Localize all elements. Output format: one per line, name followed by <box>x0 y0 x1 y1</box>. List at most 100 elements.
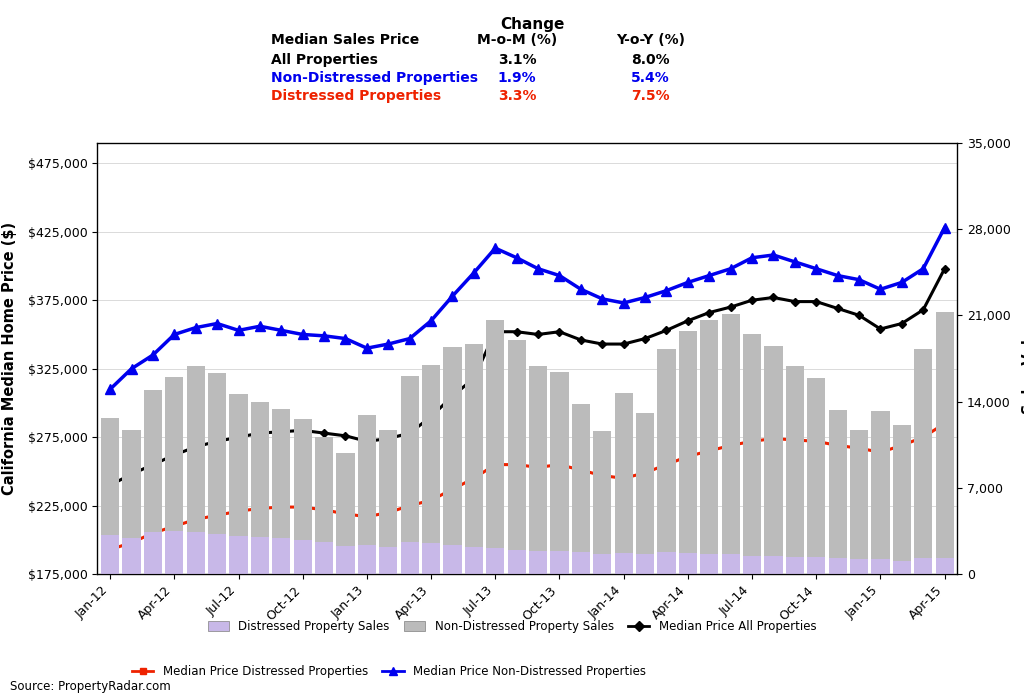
Bar <box>571 404 590 574</box>
Median Price All Properties <box>511 328 523 336</box>
Median Price All Properties <box>553 328 565 336</box>
Median Price Non-Distressed Properties <box>146 351 159 359</box>
Median Price Distressed Properties <box>617 474 630 482</box>
Median Price Distressed Properties <box>682 452 694 461</box>
Median Price Non-Distressed Properties <box>745 253 758 262</box>
Median Price Non-Distressed Properties <box>703 271 716 280</box>
Median Price Non-Distressed Properties <box>468 269 480 277</box>
Median Price All Properties <box>639 334 651 342</box>
Median Price Non-Distressed Properties <box>382 340 394 348</box>
Median Price All Properties <box>725 303 737 311</box>
Bar <box>208 373 226 574</box>
Median Price Distressed Properties <box>360 512 373 521</box>
Bar <box>700 555 718 574</box>
Median Price Distressed Properties <box>703 447 716 455</box>
Bar <box>379 430 397 574</box>
Bar <box>679 331 697 574</box>
Bar <box>465 344 483 574</box>
Median Price All Properties <box>297 426 309 434</box>
Line: Median Price All Properties: Median Price All Properties <box>106 266 948 489</box>
Bar <box>529 551 547 574</box>
Legend: Median Price Distressed Properties, Median Price Non-Distressed Properties: Median Price Distressed Properties, Medi… <box>128 661 650 683</box>
Bar <box>850 560 868 574</box>
Bar <box>165 377 183 574</box>
Median Price Distressed Properties <box>639 468 651 477</box>
Median Price Distressed Properties <box>446 485 459 493</box>
Median Price All Properties <box>382 434 394 443</box>
Median Price Non-Distressed Properties <box>275 326 288 335</box>
Median Price Distressed Properties <box>596 471 608 480</box>
Bar <box>186 532 205 574</box>
Bar <box>400 376 419 574</box>
Median Price Non-Distressed Properties <box>874 285 887 294</box>
Median Price Non-Distressed Properties <box>617 299 630 307</box>
Bar <box>850 430 868 574</box>
Median Price Distressed Properties <box>489 461 502 469</box>
Bar <box>272 539 291 574</box>
Bar <box>700 320 718 574</box>
Text: Y-o-Y (%): Y-o-Y (%) <box>615 33 685 47</box>
Median Price Distressed Properties <box>403 502 416 510</box>
Median Price Non-Distressed Properties <box>104 385 117 393</box>
Bar <box>208 534 226 574</box>
Bar <box>443 544 462 574</box>
Median Price All Properties <box>596 340 608 348</box>
Median Price All Properties <box>531 331 544 339</box>
Median Price All Properties <box>703 308 716 317</box>
Median Price Non-Distressed Properties <box>403 334 416 342</box>
Median Price Non-Distressed Properties <box>574 285 587 294</box>
Median Price Non-Distressed Properties <box>489 244 502 253</box>
Median Price Distressed Properties <box>339 509 351 518</box>
Median Price Distressed Properties <box>745 437 758 445</box>
Text: 3.1%: 3.1% <box>498 53 537 67</box>
Bar <box>143 390 162 574</box>
Median Price Distressed Properties <box>125 539 137 547</box>
Median Price Non-Distressed Properties <box>639 293 651 301</box>
Bar <box>636 413 654 574</box>
Text: 7.5%: 7.5% <box>631 89 670 103</box>
Median Price All Properties <box>211 437 223 445</box>
Bar <box>422 544 440 574</box>
Median Price All Properties <box>168 451 180 459</box>
Bar <box>337 453 354 574</box>
Bar <box>828 410 847 574</box>
Median Price Distressed Properties <box>168 522 180 530</box>
Median Price Distressed Properties <box>104 546 117 554</box>
Median Price Distressed Properties <box>425 496 437 505</box>
Median Price Distressed Properties <box>767 434 779 443</box>
Bar <box>785 557 804 574</box>
Text: Source: PropertyRadar.com: Source: PropertyRadar.com <box>10 679 171 693</box>
Median Price Non-Distressed Properties <box>446 292 459 300</box>
Bar <box>123 430 140 574</box>
Median Price All Properties <box>146 461 159 469</box>
Bar <box>614 553 633 574</box>
Bar <box>294 419 311 574</box>
Median Price All Properties <box>403 429 416 437</box>
Median Price Distressed Properties <box>553 461 565 469</box>
Text: M-o-M (%): M-o-M (%) <box>477 33 557 47</box>
Median Price All Properties <box>831 304 844 313</box>
Median Price Distressed Properties <box>788 436 801 444</box>
Median Price All Properties <box>617 340 630 348</box>
Bar <box>571 552 590 574</box>
Bar <box>785 366 804 574</box>
Bar <box>422 365 440 574</box>
Median Price All Properties <box>254 429 266 437</box>
Bar <box>743 334 761 574</box>
Median Price Non-Distressed Properties <box>596 294 608 303</box>
Median Price All Properties <box>446 392 459 400</box>
Median Price All Properties <box>682 317 694 325</box>
Median Price All Properties <box>317 429 330 437</box>
Median Price Non-Distressed Properties <box>831 271 844 280</box>
Median Price Non-Distressed Properties <box>531 264 544 273</box>
Median Price All Properties <box>938 264 950 273</box>
Median Price Non-Distressed Properties <box>938 223 950 232</box>
Bar <box>914 349 932 574</box>
Bar <box>337 546 354 574</box>
Bar <box>508 340 525 574</box>
Text: All Properties: All Properties <box>271 53 378 67</box>
Median Price Non-Distressed Properties <box>853 276 865 284</box>
Y-axis label: Sales Volume: Sales Volume <box>1022 303 1024 413</box>
Bar <box>893 425 911 574</box>
Bar <box>722 555 739 574</box>
